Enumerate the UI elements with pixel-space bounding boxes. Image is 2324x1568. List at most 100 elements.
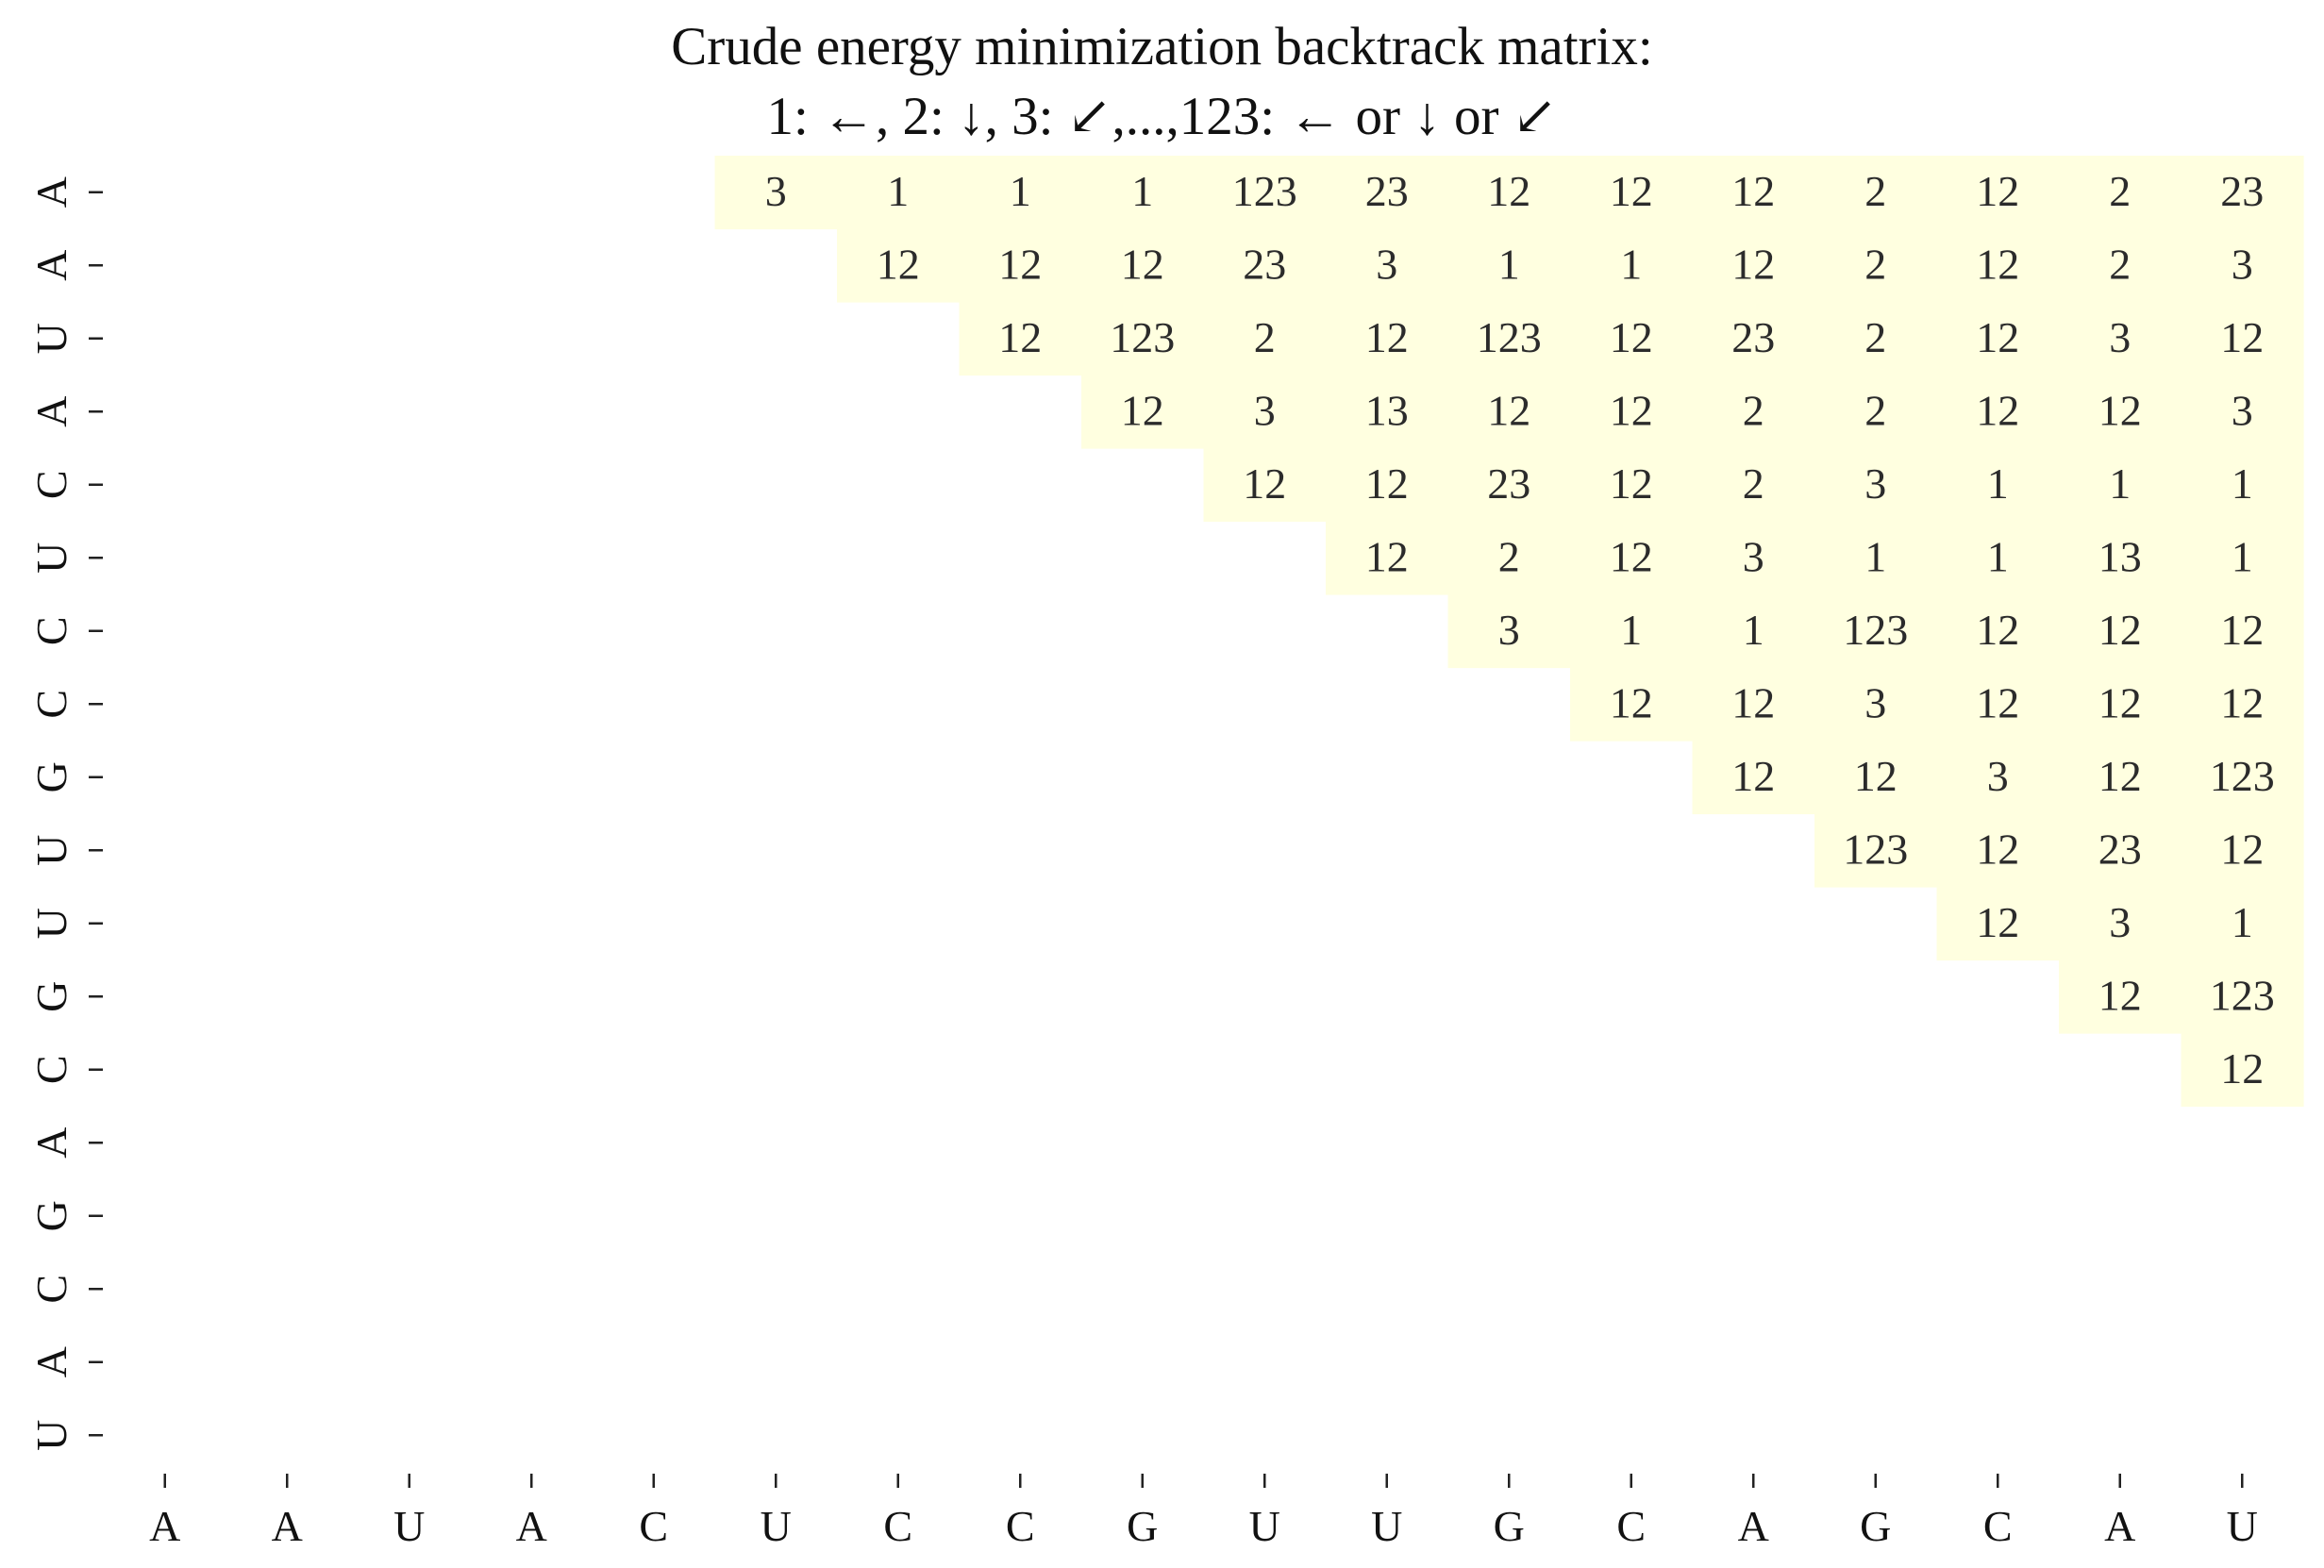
cell-value-r4-c16: 1 bbox=[2109, 459, 2131, 508]
cell-value-r3-c14: 2 bbox=[1864, 386, 1886, 434]
cell-value-r3-c15: 12 bbox=[1976, 386, 2019, 434]
cell-value-r0-c13: 12 bbox=[1731, 167, 1775, 215]
heatmap-cell-r0-c10 bbox=[1326, 156, 1449, 230]
heatmap-cell-r2-c17 bbox=[2181, 302, 2304, 376]
cell-value-r1-c9: 23 bbox=[1243, 240, 1286, 288]
y-tick-label-10: U bbox=[27, 908, 75, 939]
y-tick-label-4: C bbox=[27, 470, 75, 499]
cell-value-r6-c16: 12 bbox=[2098, 606, 2142, 654]
cell-value-r7-c13: 12 bbox=[1731, 678, 1775, 726]
cell-value-r9-c14: 123 bbox=[1843, 825, 1908, 873]
heatmap-cell-r2-c8 bbox=[1081, 302, 1205, 376]
cell-value-r3-c11: 12 bbox=[1487, 386, 1530, 434]
heatmap-cell-r3-c13 bbox=[1692, 375, 1815, 449]
cell-value-r2-c11: 123 bbox=[1477, 313, 1542, 361]
cell-value-r9-c16: 23 bbox=[2098, 825, 2142, 873]
heatmap-cell-r4-c11 bbox=[1447, 448, 1571, 523]
y-tick-label-12: C bbox=[27, 1055, 75, 1084]
cell-value-r9-c15: 12 bbox=[1976, 825, 2019, 873]
heatmap-cell-r3-c9 bbox=[1203, 375, 1327, 449]
cell-value-r10-c15: 12 bbox=[1976, 898, 2019, 946]
cell-value-r3-c16: 12 bbox=[2098, 386, 2142, 434]
heatmap-cell-r3-c15 bbox=[1936, 375, 2060, 449]
cell-value-r1-c13: 12 bbox=[1731, 240, 1775, 288]
cell-value-r1-c6: 12 bbox=[877, 240, 920, 288]
cell-value-r0-c6: 1 bbox=[887, 167, 909, 215]
heatmap-cell-r3-c16 bbox=[2059, 375, 2182, 449]
x-tick-label-10: U bbox=[1371, 1502, 1402, 1550]
heatmap-cell-r1-c13 bbox=[1692, 228, 1815, 303]
heatmap-cell-r5-c12 bbox=[1570, 521, 1694, 595]
x-tick-label-0: A bbox=[149, 1502, 180, 1550]
cell-value-r0-c9: 123 bbox=[1232, 167, 1297, 215]
cell-value-r0-c10: 23 bbox=[1365, 167, 1409, 215]
cell-value-r0-c15: 12 bbox=[1976, 167, 2019, 215]
x-tick-label-5: U bbox=[761, 1502, 792, 1550]
heatmap-cells bbox=[714, 156, 2304, 1108]
cell-value-r7-c16: 12 bbox=[2098, 678, 2142, 726]
y-tick-label-2: U bbox=[27, 323, 75, 354]
cell-value-r8-c17: 123 bbox=[2210, 752, 2275, 800]
heatmap-cell-r0-c5 bbox=[714, 156, 838, 230]
heatmap-cell-r7-c16 bbox=[2059, 667, 2182, 742]
cell-value-r1-c11: 1 bbox=[1498, 240, 1520, 288]
cell-value-r5-c14: 1 bbox=[1864, 532, 1886, 580]
cell-value-r2-c9: 2 bbox=[1254, 313, 1276, 361]
heatmap-cell-r0-c9 bbox=[1203, 156, 1327, 230]
heatmap-cell-r6-c15 bbox=[1936, 594, 2060, 669]
cell-value-r6-c17: 12 bbox=[2220, 606, 2264, 654]
heatmap-cell-r1-c7 bbox=[959, 228, 1082, 303]
y-tick-label-1: A bbox=[27, 250, 75, 281]
cell-value-r6-c12: 1 bbox=[1620, 606, 1642, 654]
x-tick-label-9: U bbox=[1249, 1502, 1280, 1550]
heatmap-cell-r7-c14 bbox=[1814, 667, 1938, 742]
cell-value-r4-c10: 12 bbox=[1365, 459, 1409, 508]
y-tick-label-5: U bbox=[27, 542, 75, 574]
cell-value-r3-c13: 2 bbox=[1743, 386, 1764, 434]
cell-value-r5-c16: 13 bbox=[2098, 532, 2142, 580]
cell-value-r4-c15: 1 bbox=[1987, 459, 2009, 508]
cell-value-r2-c10: 12 bbox=[1365, 313, 1409, 361]
heatmap-cell-r6-c16 bbox=[2059, 594, 2182, 669]
chart-title-line-1: Crude energy minimization backtrack matr… bbox=[671, 17, 1653, 76]
x-tick-label-17: U bbox=[2227, 1502, 2258, 1550]
cell-value-r3-c17: 3 bbox=[2232, 386, 2253, 434]
heatmap-cell-r1-c16 bbox=[2059, 228, 2182, 303]
heatmap-cell-r3-c12 bbox=[1570, 375, 1694, 449]
cell-value-r7-c17: 12 bbox=[2220, 678, 2264, 726]
x-tick-label-13: A bbox=[1738, 1502, 1769, 1550]
cell-value-r8-c14: 12 bbox=[1854, 752, 1898, 800]
heatmap-cell-r5-c10 bbox=[1326, 521, 1449, 595]
heatmap-cell-r2-c7 bbox=[959, 302, 1082, 376]
x-tick-label-14: G bbox=[1860, 1502, 1891, 1550]
heatmap-cell-r9-c17 bbox=[2181, 813, 2304, 888]
cell-value-r4-c9: 12 bbox=[1243, 459, 1286, 508]
cell-value-r4-c17: 1 bbox=[2232, 459, 2253, 508]
cell-value-r12-c17: 12 bbox=[2220, 1044, 2264, 1093]
cell-value-r1-c17: 3 bbox=[2232, 240, 2253, 288]
heatmap-cell-r1-c10 bbox=[1326, 228, 1449, 303]
cell-value-r5-c17: 1 bbox=[2232, 532, 2253, 580]
cell-value-r2-c15: 12 bbox=[1976, 313, 2019, 361]
heatmap-cell-r4-c15 bbox=[1936, 448, 2060, 523]
heatmap-cell-r12-c17 bbox=[2181, 1033, 2304, 1108]
heatmap-cell-r4-c17 bbox=[2181, 448, 2304, 523]
cell-value-r1-c12: 1 bbox=[1620, 240, 1642, 288]
cell-value-r0-c17: 23 bbox=[2220, 167, 2264, 215]
heatmap-cell-r1-c17 bbox=[2181, 228, 2304, 303]
heatmap-cell-r10-c17 bbox=[2181, 887, 2304, 961]
y-tick-label-7: C bbox=[27, 690, 75, 719]
heatmap-cell-r6-c11 bbox=[1447, 594, 1571, 669]
heatmap-cell-r4-c14 bbox=[1814, 448, 1938, 523]
cell-value-r9-c17: 12 bbox=[2220, 825, 2264, 873]
heatmap-cell-r8-c13 bbox=[1692, 741, 1815, 815]
cell-value-r2-c17: 12 bbox=[2220, 313, 2264, 361]
heatmap-cell-r2-c9 bbox=[1203, 302, 1327, 376]
heatmap-cell-r8-c15 bbox=[1936, 741, 2060, 815]
cell-value-r0-c5: 3 bbox=[765, 167, 787, 215]
heatmap-cell-r0-c11 bbox=[1447, 156, 1571, 230]
heatmap-cell-r8-c17 bbox=[2181, 741, 2304, 815]
heatmap-cell-r4-c12 bbox=[1570, 448, 1694, 523]
